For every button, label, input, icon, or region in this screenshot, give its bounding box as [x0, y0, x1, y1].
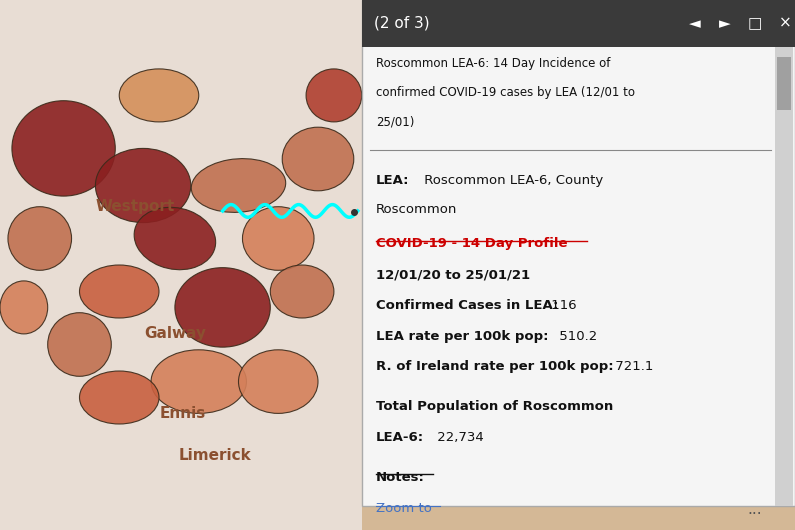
Text: Ennis: Ennis — [160, 406, 206, 421]
Text: LEA rate per 100k pop:: LEA rate per 100k pop: — [376, 330, 549, 343]
Ellipse shape — [12, 101, 115, 196]
Ellipse shape — [0, 281, 48, 334]
Ellipse shape — [80, 265, 159, 318]
Text: 510.2: 510.2 — [555, 330, 597, 343]
Ellipse shape — [119, 69, 199, 122]
Text: LEA:: LEA: — [376, 174, 409, 187]
Ellipse shape — [238, 350, 318, 413]
Text: ◄: ◄ — [689, 16, 700, 31]
FancyBboxPatch shape — [775, 47, 793, 506]
Ellipse shape — [270, 265, 334, 318]
Text: (2 of 3): (2 of 3) — [374, 16, 429, 31]
Text: Confirmed Cases in LEA:: Confirmed Cases in LEA: — [376, 299, 558, 312]
Ellipse shape — [175, 268, 270, 347]
Ellipse shape — [48, 313, 111, 376]
Text: Galway: Galway — [144, 326, 206, 341]
Ellipse shape — [192, 158, 285, 213]
Text: LEA-6:: LEA-6: — [376, 431, 425, 444]
Text: 116: 116 — [547, 299, 576, 312]
Text: R. of Ireland rate per 100k pop:: R. of Ireland rate per 100k pop: — [376, 360, 614, 374]
Text: Zoom to: Zoom to — [376, 502, 432, 516]
Text: Limerick: Limerick — [178, 448, 251, 463]
Ellipse shape — [134, 207, 215, 270]
Ellipse shape — [151, 350, 246, 413]
Text: 721.1: 721.1 — [611, 360, 653, 374]
Text: ►: ► — [719, 16, 731, 31]
Text: □: □ — [748, 16, 762, 31]
Text: confirmed COVID-19 cases by LEA (12/01 to: confirmed COVID-19 cases by LEA (12/01 t… — [376, 86, 635, 100]
Text: Total Population of Roscommon: Total Population of Roscommon — [376, 400, 613, 413]
FancyBboxPatch shape — [362, 0, 795, 47]
Text: ×: × — [779, 16, 792, 31]
Ellipse shape — [282, 127, 354, 191]
FancyBboxPatch shape — [362, 0, 795, 506]
FancyBboxPatch shape — [0, 0, 362, 530]
Ellipse shape — [80, 371, 159, 424]
FancyBboxPatch shape — [777, 57, 791, 110]
Text: Notes:: Notes: — [376, 471, 425, 484]
Text: COVID-19 - 14 Day Profile: COVID-19 - 14 Day Profile — [376, 237, 568, 251]
Text: 25/01): 25/01) — [376, 116, 414, 129]
Text: 12/01/20 to 25/01/21: 12/01/20 to 25/01/21 — [376, 268, 530, 281]
Ellipse shape — [306, 69, 362, 122]
Ellipse shape — [8, 207, 72, 270]
Text: ...: ... — [747, 502, 762, 517]
Text: Roscommon: Roscommon — [376, 203, 457, 216]
Text: Roscommon LEA-6, County: Roscommon LEA-6, County — [420, 174, 603, 187]
Ellipse shape — [95, 148, 191, 223]
Text: Westport: Westport — [95, 199, 175, 214]
Ellipse shape — [242, 207, 314, 270]
Text: Roscommon LEA-6: 14 Day Incidence of: Roscommon LEA-6: 14 Day Incidence of — [376, 57, 611, 70]
Text: 22,734: 22,734 — [433, 431, 484, 444]
